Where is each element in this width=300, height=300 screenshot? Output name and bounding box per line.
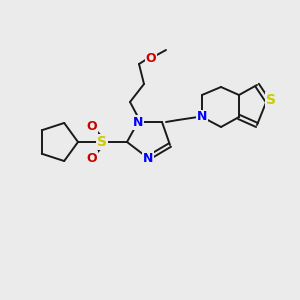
Text: N: N bbox=[133, 116, 143, 128]
Text: O: O bbox=[87, 152, 97, 164]
Text: S: S bbox=[266, 93, 276, 107]
Text: O: O bbox=[146, 52, 156, 64]
Text: N: N bbox=[143, 152, 153, 164]
Text: N: N bbox=[197, 110, 207, 124]
Text: O: O bbox=[87, 119, 97, 133]
Text: S: S bbox=[97, 135, 107, 149]
